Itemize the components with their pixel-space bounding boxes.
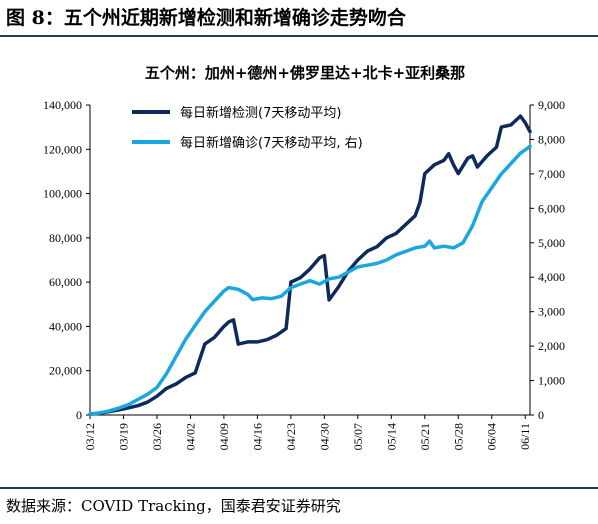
series-layer <box>88 114 532 417</box>
y-right-tick-label: 0 <box>538 408 544 422</box>
x-tick-label: 06/11 <box>518 423 532 450</box>
y-left-tick-label: 60,000 <box>49 275 82 289</box>
x-tick-label: 04/30 <box>317 423 331 450</box>
series-line-cases <box>88 144 532 416</box>
source-rule <box>0 487 598 489</box>
y-right-tick-label: 3,000 <box>538 305 565 319</box>
x-tick-label: 05/14 <box>384 423 398 450</box>
x-tick-label: 03/19 <box>116 423 130 450</box>
y-right-tick-label: 4,000 <box>538 270 565 284</box>
x-tick-label: 04/16 <box>250 423 264 450</box>
y-right-tick-label: 9,000 <box>538 98 565 112</box>
chart-title: 五个州：加州+德州+佛罗里达+北卡+亚利桑那 <box>145 64 465 82</box>
title-rule <box>0 35 598 37</box>
chart-svg: 五个州：加州+德州+佛罗里达+北卡+亚利桑那 0 20,000 40,000 60,0… <box>43 64 565 450</box>
y-right-tick-label: 1,000 <box>538 374 565 388</box>
x-tick-label: 04/23 <box>284 423 298 450</box>
chart-container: 五个州：加州+德州+佛罗里达+北卡+亚利桑那 0 20,000 40,000 60,0… <box>0 38 598 486</box>
y-left-tick-label: 20,000 <box>49 364 82 378</box>
y-right-tick-label: 8,000 <box>538 132 565 146</box>
y-left-tick-label: 140,000 <box>43 98 82 112</box>
x-tick-label: 03/26 <box>150 423 164 450</box>
series-line-tests <box>88 114 532 417</box>
y-left-tick-label: 40,000 <box>49 319 82 333</box>
legend-label-cases: 每日新增确诊(7天移动平均, 右) <box>180 135 363 151</box>
chart-axes: 0 20,000 40,000 60,000 80,000 100,000 120,000 1… <box>43 98 565 450</box>
x-tick-label: 04/09 <box>217 423 231 450</box>
y-left-tick-label: 120,000 <box>43 142 82 156</box>
x-tick-label: 05/07 <box>351 423 365 450</box>
source-note: 数据来源：COVID Tracking，国泰君安证券研究 <box>6 497 341 515</box>
y-right-tick-label: 5,000 <box>538 236 565 250</box>
figure-title: 图 8：五个州近期新增检测和新增确诊走势吻合 <box>6 7 406 29</box>
x-tick-label: 05/21 <box>418 423 432 450</box>
y-left-tick-label: 80,000 <box>49 231 82 245</box>
x-tick-label: 06/04 <box>485 423 499 450</box>
x-tick-label: 05/28 <box>451 423 465 450</box>
legend-label-tests: 每日新增检测(7天移动平均) <box>180 105 341 121</box>
chart-legend: 每日新增检测(7天移动平均) 每日新增确诊(7天移动平均, 右) <box>132 105 363 151</box>
y-right-tick-label: 7,000 <box>538 167 565 181</box>
x-tick-label: 03/12 <box>83 423 97 450</box>
y-right-tick-label: 6,000 <box>538 201 565 215</box>
y-right-tick-label: 2,000 <box>538 339 565 353</box>
y-left-tick-label: 0 <box>76 408 82 422</box>
x-tick-label: 04/02 <box>183 423 197 450</box>
y-left-tick-label: 100,000 <box>43 187 82 201</box>
